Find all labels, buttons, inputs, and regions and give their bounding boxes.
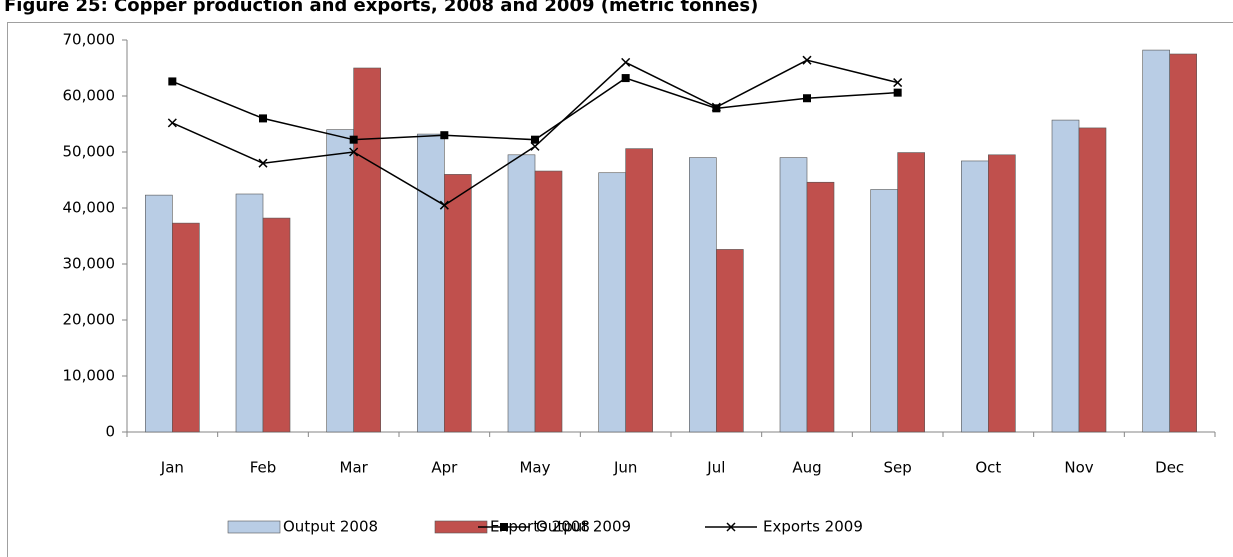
line-marker xyxy=(621,74,630,83)
line-marker xyxy=(803,94,811,103)
bar xyxy=(1169,53,1197,433)
line-marker xyxy=(167,118,177,128)
line-marker xyxy=(259,114,267,123)
bar xyxy=(507,154,536,433)
bar xyxy=(262,217,291,433)
bar xyxy=(988,154,1016,433)
y-tick-label: 50,000 xyxy=(63,143,116,161)
bar xyxy=(326,129,354,433)
bar xyxy=(598,172,626,433)
chart-title: Figure 25: Copper production and exports… xyxy=(4,0,758,16)
line-marker xyxy=(439,200,449,210)
bar xyxy=(1142,49,1170,433)
line-marker xyxy=(711,102,721,112)
line-marker xyxy=(258,158,268,168)
bar xyxy=(172,222,200,433)
x-tick-label: Mar xyxy=(340,459,369,477)
x-tick-label: Sep xyxy=(884,459,912,477)
bar xyxy=(625,148,653,433)
bar xyxy=(1078,127,1107,433)
line-marker xyxy=(621,57,631,67)
bar xyxy=(235,193,264,433)
y-tick-label: 70,000 xyxy=(63,31,116,49)
line-marker xyxy=(168,77,177,86)
bar xyxy=(779,157,808,433)
line-marker xyxy=(530,141,540,151)
line-marker xyxy=(440,131,449,140)
legend-label: Exports 2009 xyxy=(763,518,863,536)
line-marker xyxy=(349,135,358,144)
y-tick-label: 40,000 xyxy=(63,199,116,217)
legend-label: Exports 2008 xyxy=(490,518,590,536)
chart-frame xyxy=(7,22,1233,557)
bar xyxy=(353,67,381,433)
bar xyxy=(689,157,717,433)
x-tick-label: Dec xyxy=(1155,459,1184,477)
bar xyxy=(1051,119,1080,433)
y-tick-label: 60,000 xyxy=(63,87,116,105)
bar xyxy=(806,181,835,433)
x-tick-label: Jun xyxy=(613,459,637,477)
x-tick-label: Oct xyxy=(975,459,1001,477)
bar xyxy=(897,152,925,433)
y-tick-label: 0 xyxy=(105,423,115,441)
bar xyxy=(417,133,445,433)
bar xyxy=(716,249,744,433)
line-marker xyxy=(712,104,721,113)
bar xyxy=(444,174,472,433)
legend-marker xyxy=(500,523,508,531)
bar xyxy=(961,160,989,433)
x-tick-label: Jul xyxy=(706,459,725,477)
line-marker xyxy=(893,78,903,88)
bar xyxy=(145,194,173,433)
line xyxy=(172,77,898,141)
x-tick-label: Feb xyxy=(250,459,277,477)
line-marker xyxy=(802,55,812,65)
x-tick-label: Apr xyxy=(431,459,458,477)
legend-marker xyxy=(726,522,736,532)
legend-swatch xyxy=(227,520,281,534)
y-tick-label: 20,000 xyxy=(63,311,116,329)
line-marker xyxy=(531,135,539,144)
line-marker xyxy=(349,147,359,157)
legend-label: Output 2009 xyxy=(536,518,631,536)
x-tick-label: Jan xyxy=(160,459,184,477)
bar xyxy=(870,189,898,433)
x-tick-label: Nov xyxy=(1064,459,1093,477)
x-tick-label: Aug xyxy=(792,459,821,477)
x-tick-label: May xyxy=(519,459,550,477)
y-tick-label: 30,000 xyxy=(63,255,116,273)
legend-label: Output 2008 xyxy=(283,518,378,536)
bar xyxy=(534,170,563,433)
line-marker xyxy=(893,88,902,97)
y-tick-label: 10,000 xyxy=(63,367,116,385)
